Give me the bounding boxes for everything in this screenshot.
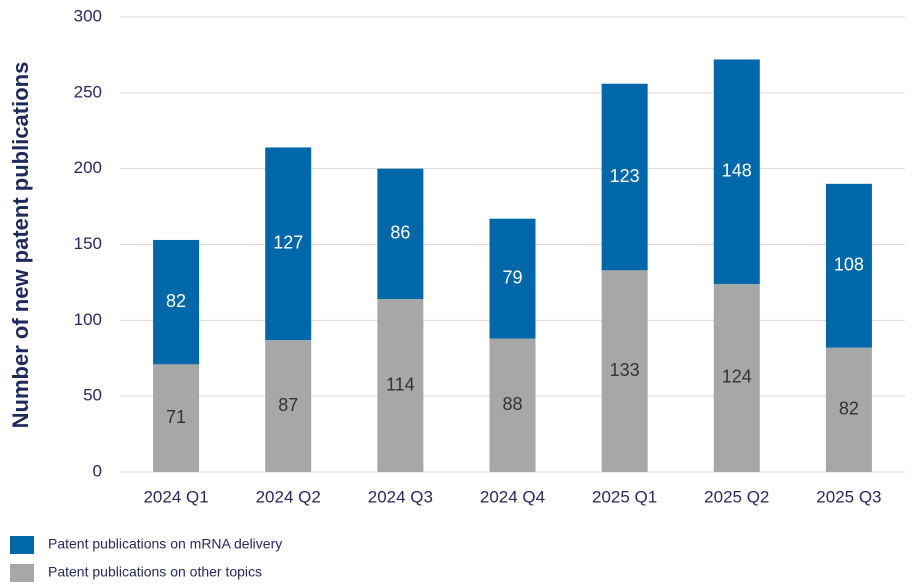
bar-segment (377, 299, 424, 472)
x-tick-label: 2024 Q4 (480, 487, 545, 506)
x-tick-label: 2024 Q3 (368, 487, 433, 506)
legend-label: Patent publications on mRNA delivery (48, 536, 282, 552)
bar-segment (153, 239, 200, 365)
bar-segment (601, 83, 648, 271)
x-tick-label: 2025 Q3 (816, 487, 881, 506)
data-label: 133 (610, 360, 640, 380)
y-tick-label: 0 (93, 461, 102, 480)
x-tick-label: 2025 Q1 (592, 487, 657, 506)
y-tick-label: 100 (74, 310, 102, 329)
data-label: 108 (834, 254, 864, 274)
bar-segment (489, 218, 536, 339)
y-tick-label: 150 (74, 234, 102, 253)
bar-segment (265, 340, 312, 472)
x-tick-label: 2024 Q1 (143, 487, 208, 506)
data-label: 124 (722, 367, 752, 387)
legend-swatch (10, 536, 34, 554)
data-label: 82 (166, 291, 186, 311)
data-label: 86 (390, 223, 410, 243)
bar-segment (713, 59, 760, 284)
legend-swatch (10, 564, 34, 582)
y-tick-label: 50 (83, 386, 102, 405)
data-label: 148 (722, 160, 752, 180)
data-label: 88 (502, 394, 522, 414)
y-tick-label: 200 (74, 158, 102, 177)
data-label: 127 (273, 232, 303, 252)
bar-segment (825, 347, 872, 472)
data-label: 79 (502, 267, 522, 287)
bar-segment (265, 147, 312, 341)
bar-segment (713, 283, 760, 472)
data-label: 123 (610, 166, 640, 186)
data-label: 114 (386, 374, 415, 394)
data-label: 71 (166, 407, 186, 427)
x-tick-label: 2025 Q2 (704, 487, 769, 506)
bar-segment (489, 338, 536, 472)
x-tick-label: 2024 Q2 (256, 487, 321, 506)
bar-segment (153, 364, 200, 472)
y-tick-label: 300 (74, 6, 102, 25)
data-label: 87 (278, 395, 298, 415)
data-label: 82 (839, 399, 859, 419)
y-axis-label: Number of new patent publications (8, 62, 33, 429)
y-tick-label: 250 (74, 82, 102, 101)
bar-segment (377, 168, 424, 300)
bar-segment (601, 270, 648, 472)
legend-label: Patent publications on other topics (48, 564, 262, 580)
bar-segment (825, 183, 872, 348)
